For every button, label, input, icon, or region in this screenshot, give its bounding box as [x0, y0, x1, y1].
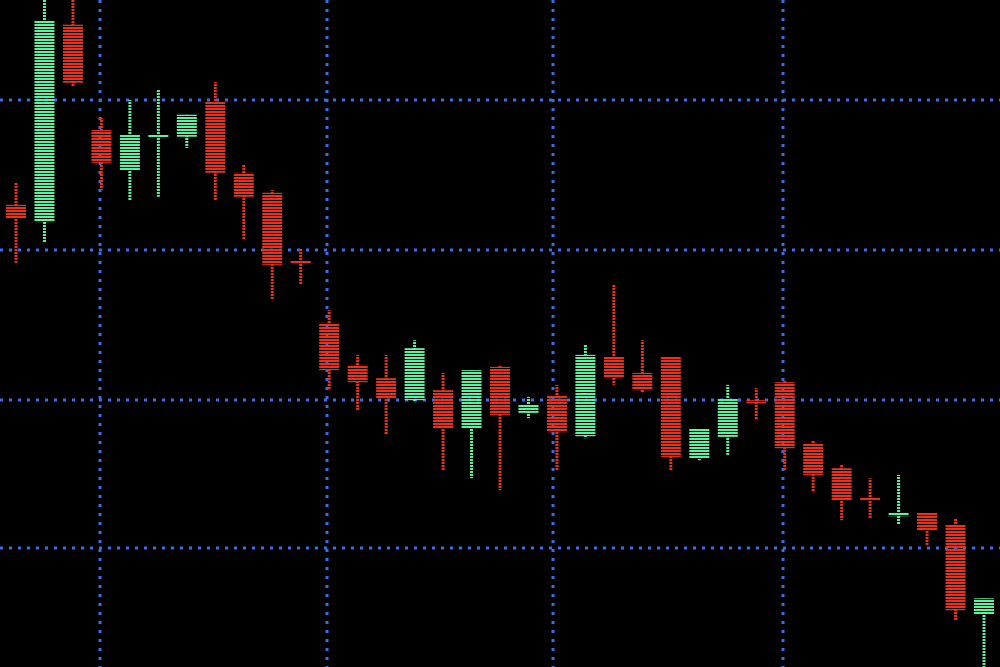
candle-body — [945, 524, 966, 611]
candle-body — [233, 172, 254, 197]
candle-body — [205, 102, 226, 173]
candle-body — [803, 442, 824, 475]
bearish-candle — [319, 310, 340, 391]
bullish-candle — [974, 598, 994, 667]
candle-body — [62, 24, 83, 83]
bearish-candle — [233, 164, 254, 241]
candle-body — [632, 372, 653, 391]
candle-wick — [897, 474, 901, 525]
candle-body — [746, 400, 767, 404]
bearish-candle — [262, 190, 283, 301]
candle-body — [290, 260, 311, 264]
candle-body — [490, 366, 510, 415]
bearish-candle — [831, 464, 852, 521]
bullish-candle — [148, 90, 169, 197]
bearish-candle — [632, 340, 653, 393]
bullish-candle — [404, 340, 425, 403]
candle-body — [34, 20, 55, 223]
candle-body — [888, 512, 909, 517]
bearish-candle — [603, 284, 624, 385]
bearish-candle — [290, 248, 311, 285]
candle-body — [119, 134, 140, 171]
bearish-candle — [62, 0, 83, 87]
bullish-candle — [119, 100, 140, 201]
bullish-candle — [176, 114, 197, 149]
candle-wick — [356, 354, 360, 411]
candle-body — [6, 204, 26, 219]
candle-wick — [14, 182, 18, 263]
bearish-candle — [803, 440, 824, 493]
candle-body — [774, 382, 795, 449]
candle-wick — [156, 90, 160, 197]
candle-body — [319, 322, 340, 371]
candle-body — [917, 512, 938, 531]
bearish-candle — [205, 82, 226, 201]
bearish-candle — [6, 182, 26, 263]
bearish-candle — [746, 388, 767, 421]
candle-body — [461, 370, 482, 429]
candle-body — [347, 364, 368, 383]
bearish-candle — [433, 372, 454, 471]
candle-body — [404, 348, 425, 401]
candle-body — [176, 114, 197, 137]
candle-wick — [498, 364, 502, 491]
candle-wick — [754, 388, 758, 421]
candle-body — [689, 428, 710, 459]
bullish-candle — [689, 428, 710, 461]
candle-body — [831, 468, 852, 501]
candle-body — [717, 398, 738, 437]
candle-body — [603, 356, 624, 379]
bullish-candle — [461, 370, 482, 479]
candle-body — [546, 394, 567, 433]
bearish-candle — [347, 354, 368, 411]
bullish-candle — [888, 474, 909, 525]
candle-wick — [982, 598, 986, 667]
candle-wick — [640, 340, 644, 393]
bearish-candle — [945, 518, 966, 621]
candle-wick — [299, 248, 303, 285]
bearish-candle — [660, 356, 681, 471]
bearish-candle — [860, 478, 881, 519]
bullish-candle — [518, 396, 539, 419]
candle-body — [860, 496, 881, 500]
bearish-candle — [546, 384, 567, 471]
bearish-candle — [376, 354, 397, 435]
bullish-candle — [717, 384, 738, 455]
candle-body — [148, 134, 169, 139]
candle-body — [974, 598, 994, 615]
bearish-candle — [917, 512, 938, 545]
candle-body — [660, 356, 681, 457]
candle-body — [262, 192, 283, 265]
candles — [6, 0, 994, 667]
bullish-candle — [34, 0, 55, 243]
candle-wick — [242, 164, 246, 241]
candle-wick — [612, 284, 616, 385]
candle-body — [575, 354, 596, 437]
bullish-candle — [575, 344, 596, 439]
bearish-candle — [91, 118, 112, 191]
candle-body — [376, 378, 397, 399]
bearish-candle — [774, 380, 795, 471]
candle-body — [91, 130, 112, 163]
candle-body — [433, 390, 454, 429]
bearish-candle — [490, 364, 510, 491]
candle-body — [518, 404, 539, 413]
